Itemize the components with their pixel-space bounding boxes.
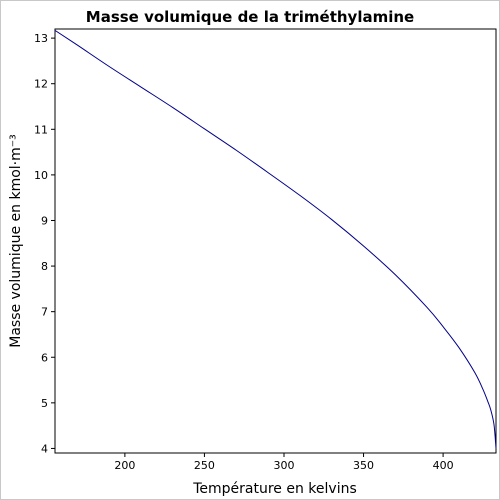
- x-axis: 200 250 300 350 400: [114, 453, 454, 472]
- y-tick-label: 4: [41, 442, 48, 455]
- x-tick-label: 200: [114, 459, 135, 472]
- x-tick-label: 250: [194, 459, 215, 472]
- chart-title: Masse volumique de la triméthylamine: [86, 8, 414, 26]
- series-layer: [54, 29, 497, 449]
- y-tick-label: 6: [41, 351, 48, 364]
- y-tick-label: 11: [34, 123, 48, 136]
- x-tick-label: 300: [273, 459, 294, 472]
- y-tick-label: 12: [34, 78, 48, 91]
- series-line: [54, 29, 497, 449]
- x-tick-label: 350: [353, 459, 374, 472]
- y-tick-label: 13: [34, 32, 48, 45]
- y-axis: 4 5 6 7 8 9 10 11 12 13: [34, 32, 55, 455]
- y-tick-label: 5: [41, 397, 48, 410]
- x-axis-label: Température en kelvins: [192, 481, 357, 497]
- x-tick-label: 400: [433, 459, 454, 472]
- y-tick-label: 8: [41, 260, 48, 273]
- plot-area: [54, 28, 497, 454]
- y-tick-label: 7: [41, 306, 48, 319]
- y-tick-label: 10: [34, 169, 48, 182]
- y-tick-label: 9: [41, 214, 48, 227]
- y-axis-label: Masse volumique en kmol·m⁻³: [8, 134, 24, 348]
